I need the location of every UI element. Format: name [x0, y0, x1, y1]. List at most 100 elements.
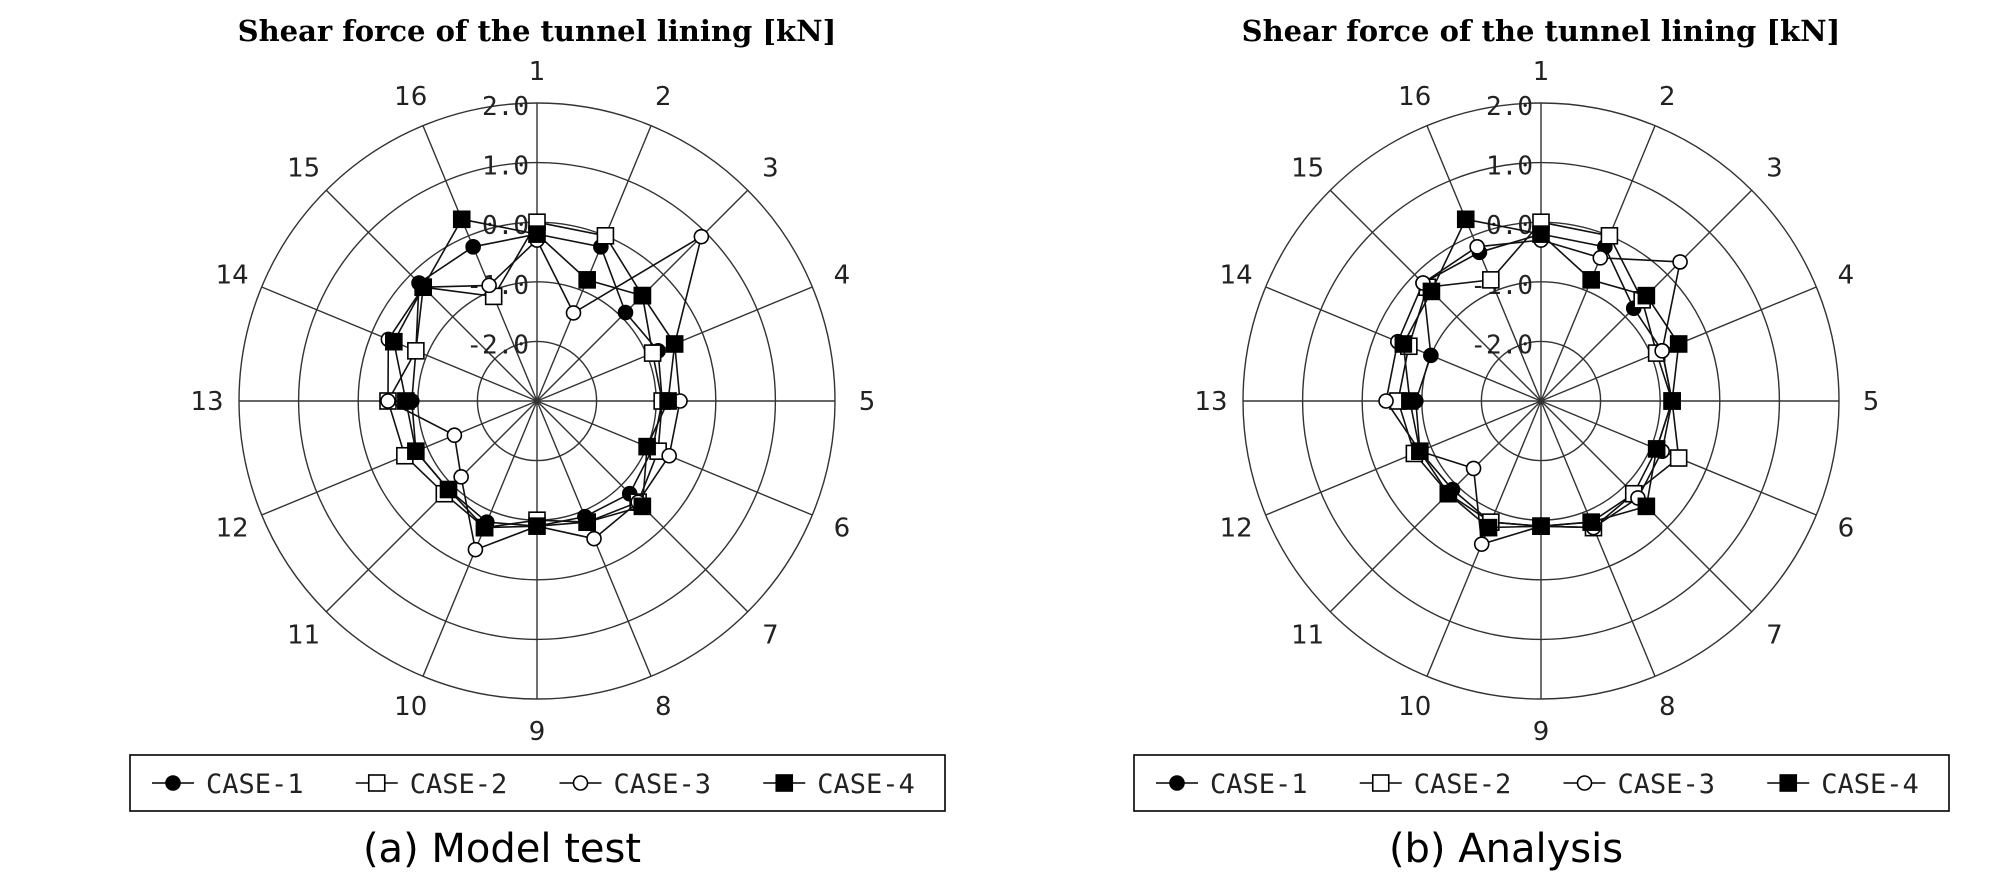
spoke-line — [422, 400, 538, 677]
data-point — [1779, 774, 1798, 792]
category-label: 14 — [1220, 261, 1253, 291]
data-point — [439, 480, 458, 499]
data-point — [578, 271, 596, 289]
category-label: 11 — [287, 620, 320, 650]
data-point — [1647, 440, 1666, 458]
data-point — [1439, 484, 1458, 503]
radar-chart-model-test: Shear force of the tunnel lining [kN] 2.0… — [129, 14, 946, 812]
category-label: 11 — [1291, 620, 1324, 650]
data-point — [407, 442, 425, 460]
spoke-line — [325, 400, 538, 613]
legend-label: CASE-1 — [206, 769, 304, 800]
data-point — [661, 447, 677, 464]
data-point — [452, 210, 471, 229]
category-label: 16 — [394, 82, 427, 112]
category-label: 15 — [1291, 154, 1324, 184]
chart-panel-analysis: Shear force of the tunnel lining [kN] 2.0… — [1004, 0, 2008, 896]
category-label: 15 — [287, 154, 320, 184]
data-point — [1663, 392, 1681, 410]
data-point — [1600, 227, 1619, 245]
series-case-2 — [1389, 213, 1688, 537]
data-point — [528, 517, 546, 535]
series-line — [387, 221, 664, 529]
category-label: 8 — [655, 692, 672, 722]
data-point — [1582, 271, 1600, 289]
data-point — [1456, 210, 1475, 229]
data-point — [453, 469, 469, 485]
category-label: 4 — [1838, 261, 1855, 291]
data-point — [1378, 393, 1394, 409]
category-label: 12 — [216, 513, 249, 543]
data-point — [380, 393, 396, 409]
category-label: 9 — [1533, 717, 1550, 747]
data-point — [586, 530, 602, 547]
data-point — [1479, 518, 1498, 537]
spoke-line — [1426, 125, 1542, 402]
category-label: 13 — [190, 387, 223, 417]
data-point — [385, 332, 403, 351]
data-point — [633, 497, 652, 516]
data-point — [693, 228, 710, 245]
category-label: 5 — [1863, 387, 1880, 417]
legend-label: CASE-2 — [1414, 769, 1512, 800]
category-label: 7 — [762, 620, 779, 650]
series-case-4 — [385, 210, 684, 537]
category-label: 1 — [529, 57, 546, 87]
radial-tick-label: 2.0 — [482, 92, 529, 122]
category-label: 2 — [1659, 82, 1676, 112]
category-label: 12 — [1220, 513, 1253, 543]
category-label: 1 — [1533, 57, 1550, 87]
data-point — [1469, 239, 1485, 255]
legend-box — [129, 754, 946, 812]
data-point — [397, 392, 415, 410]
data-point — [1169, 775, 1185, 791]
legend-box — [1133, 754, 1950, 812]
category-label: 5 — [859, 387, 876, 417]
data-point — [633, 286, 652, 305]
data-point — [1473, 536, 1490, 552]
data-point — [1422, 282, 1441, 301]
legend-label: CASE-4 — [1821, 769, 1919, 800]
series-case-4 — [1394, 210, 1688, 537]
data-point — [481, 277, 497, 294]
data-point — [1654, 343, 1670, 359]
radial-tick-label: 0.0 — [1486, 211, 1533, 241]
category-label: 6 — [834, 513, 851, 543]
radial-tick-label: -1.0 — [1470, 271, 1533, 301]
data-point — [1582, 513, 1600, 531]
spoke-line — [1540, 400, 1656, 677]
data-point — [596, 227, 615, 245]
data-point — [1394, 335, 1413, 353]
data-point — [665, 335, 684, 353]
data-point — [407, 342, 425, 360]
radial-tick-label: 1.0 — [1486, 152, 1533, 182]
data-point — [1371, 774, 1390, 792]
data-point — [1637, 286, 1656, 305]
data-point — [572, 775, 589, 791]
radial-tick-label: 2.0 — [1486, 92, 1533, 122]
data-point — [367, 774, 386, 792]
data-point — [1592, 250, 1609, 266]
chart-title: Shear force of the tunnel lining [kN] — [1242, 14, 1841, 48]
category-label: 10 — [1398, 692, 1431, 722]
data-point — [1423, 347, 1439, 364]
radial-tick-label: -2.0 — [1470, 330, 1533, 360]
series-line — [392, 218, 676, 529]
category-label: 13 — [1194, 387, 1227, 417]
category-label: 8 — [1659, 692, 1676, 722]
data-point — [475, 518, 494, 537]
data-point — [1672, 254, 1688, 270]
legend-label: CASE-1 — [1210, 769, 1308, 800]
data-point — [1482, 271, 1500, 289]
data-point — [1532, 517, 1550, 535]
data-point — [414, 278, 433, 297]
radar-chart-analysis: Shear force of the tunnel lining [kN] 2.0… — [1133, 14, 1950, 812]
category-label: 10 — [394, 692, 427, 722]
data-point — [467, 541, 484, 558]
data-point — [1401, 392, 1419, 410]
data-point — [446, 427, 463, 444]
data-point — [1637, 497, 1656, 516]
data-point — [1669, 449, 1688, 467]
category-label: 7 — [1766, 620, 1783, 650]
category-label: 4 — [834, 261, 851, 291]
